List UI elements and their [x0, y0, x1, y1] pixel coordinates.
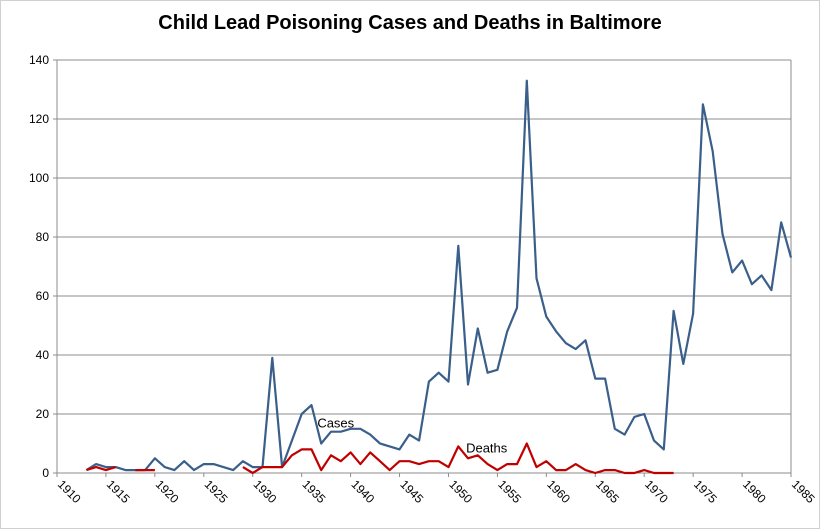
x-tick-label-1940: 1940	[348, 477, 377, 506]
x-tick-label-1955: 1955	[495, 477, 524, 506]
y-tick-label-120: 120	[29, 112, 49, 126]
x-tick-label-1920: 1920	[153, 477, 182, 506]
y-tick-label-60: 60	[36, 289, 50, 303]
x-tick-label-1985: 1985	[789, 477, 818, 506]
y-tick-label-20: 20	[36, 407, 50, 421]
x-tick-label-1935: 1935	[300, 477, 329, 506]
x-tick-label-1950: 1950	[446, 477, 475, 506]
y-tick-label-80: 80	[36, 230, 50, 244]
x-tick-label-1980: 1980	[740, 477, 769, 506]
series-line-deaths-3	[242, 442, 674, 475]
x-tick-label-1945: 1945	[397, 477, 426, 506]
series-line-cases	[85, 79, 793, 472]
series-lines	[85, 79, 793, 475]
x-tick-label-1910: 1910	[55, 477, 84, 506]
x-tick-label-1915: 1915	[104, 477, 133, 506]
y-tick-label-40: 40	[36, 348, 50, 362]
x-tick-label-1960: 1960	[544, 477, 573, 506]
gridlines	[57, 59, 791, 415]
x-tick-label-1975: 1975	[691, 477, 720, 506]
chart-title: Child Lead Poisoning Cases and Deaths in…	[158, 12, 662, 34]
series-label-cases: Cases	[317, 415, 354, 430]
series-line-deaths-1	[86, 466, 117, 472]
x-axis-tick-labels: 1910 1915 1920 1925 1930 1935 1940 1945 1950 1955…	[55, 477, 818, 506]
y-axis-tick-labels: 0 20 40 60 80 100 120 140	[29, 53, 49, 480]
x-tick-label-1930: 1930	[251, 477, 280, 506]
y-tick-label-100: 100	[29, 171, 49, 185]
series-label-deaths: Deaths	[466, 440, 508, 455]
y-tick-label-0: 0	[42, 466, 49, 480]
y-tick-label-140: 140	[29, 53, 49, 67]
x-tick-label-1965: 1965	[593, 477, 622, 506]
x-tick-label-1925: 1925	[202, 477, 231, 506]
series-annotations: Cases Deaths	[317, 415, 507, 455]
x-tick-label-1970: 1970	[642, 477, 671, 506]
